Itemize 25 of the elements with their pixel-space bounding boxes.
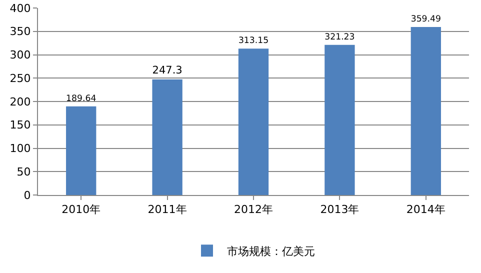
x-tick-label: 2010年 [62,203,101,216]
x-tick-label: 2013年 [320,203,360,216]
data-label: 189.64 [66,94,96,104]
y-tick-label: 100 [10,142,31,156]
y-tick-label: 0 [24,188,31,202]
data-label: 247.3 [152,64,182,77]
bar [152,79,182,195]
bar [238,48,269,195]
x-tick-label: 2012年 [234,203,273,216]
bar [324,44,355,195]
x-tick-label: 2011年 [148,203,187,216]
y-tick-label: 250 [10,72,31,85]
data-label: 359.49 [410,14,441,25]
data-label: 321.23 [324,32,355,42]
y-tick-label: 300 [10,48,31,62]
y-tick-label: 350 [10,25,31,38]
y-tick-label: 400 [10,2,31,15]
y-tick-label: 200 [10,95,31,108]
y-tick-label: 50 [16,165,31,178]
legend-label: 市场规模：亿美元 [227,244,315,258]
bar [66,106,96,195]
data-label: 313.15 [238,36,269,46]
bar [410,26,441,195]
x-tick-label: 2014年 [406,203,446,216]
y-tick-label: 150 [10,118,31,132]
